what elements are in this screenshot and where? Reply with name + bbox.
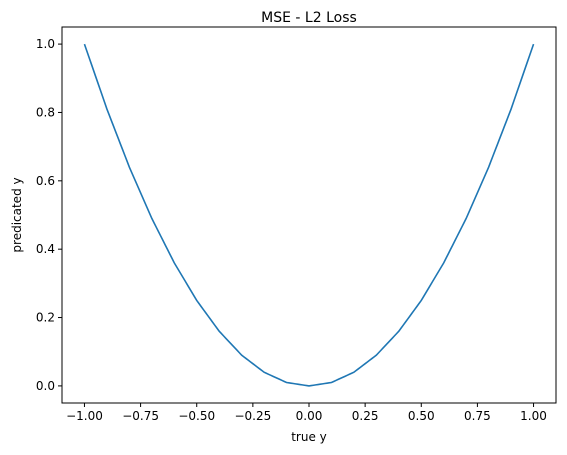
x-tick-label: −0.25 bbox=[234, 409, 271, 423]
y-tick-label: 0.6 bbox=[36, 174, 55, 188]
y-tick-label: 0.0 bbox=[36, 379, 55, 393]
x-axis: −1.00 −0.75 −0.50 −0.25 0.00 0.25 0.50 0.75 1.00 bbox=[66, 403, 547, 423]
y-tick-label: 1.0 bbox=[36, 37, 55, 51]
y-tick-label: 0.8 bbox=[36, 105, 55, 119]
x-tick-label: 0.00 bbox=[296, 409, 323, 423]
x-axis-label: true y bbox=[291, 430, 327, 444]
y-tick-label: 0.2 bbox=[36, 311, 55, 325]
x-tick-label: 1.00 bbox=[520, 409, 547, 423]
x-tick-label: 0.75 bbox=[464, 409, 491, 423]
x-tick-label: 0.25 bbox=[352, 409, 379, 423]
x-tick-label: 0.50 bbox=[408, 409, 435, 423]
x-tick-label: −1.00 bbox=[66, 409, 103, 423]
y-axis-label: predicated y bbox=[10, 177, 24, 252]
plot-frame bbox=[61, 26, 557, 404]
y-axis: 0.0 0.2 0.4 0.6 0.8 1.0 bbox=[36, 37, 62, 393]
chart-title: MSE - L2 Loss bbox=[261, 10, 357, 26]
series-group bbox=[83, 43, 535, 387]
y-tick-label: 0.4 bbox=[36, 242, 55, 256]
x-tick-label: −0.75 bbox=[122, 409, 159, 423]
series-line bbox=[83, 43, 535, 387]
x-tick-label: −0.50 bbox=[178, 409, 215, 423]
